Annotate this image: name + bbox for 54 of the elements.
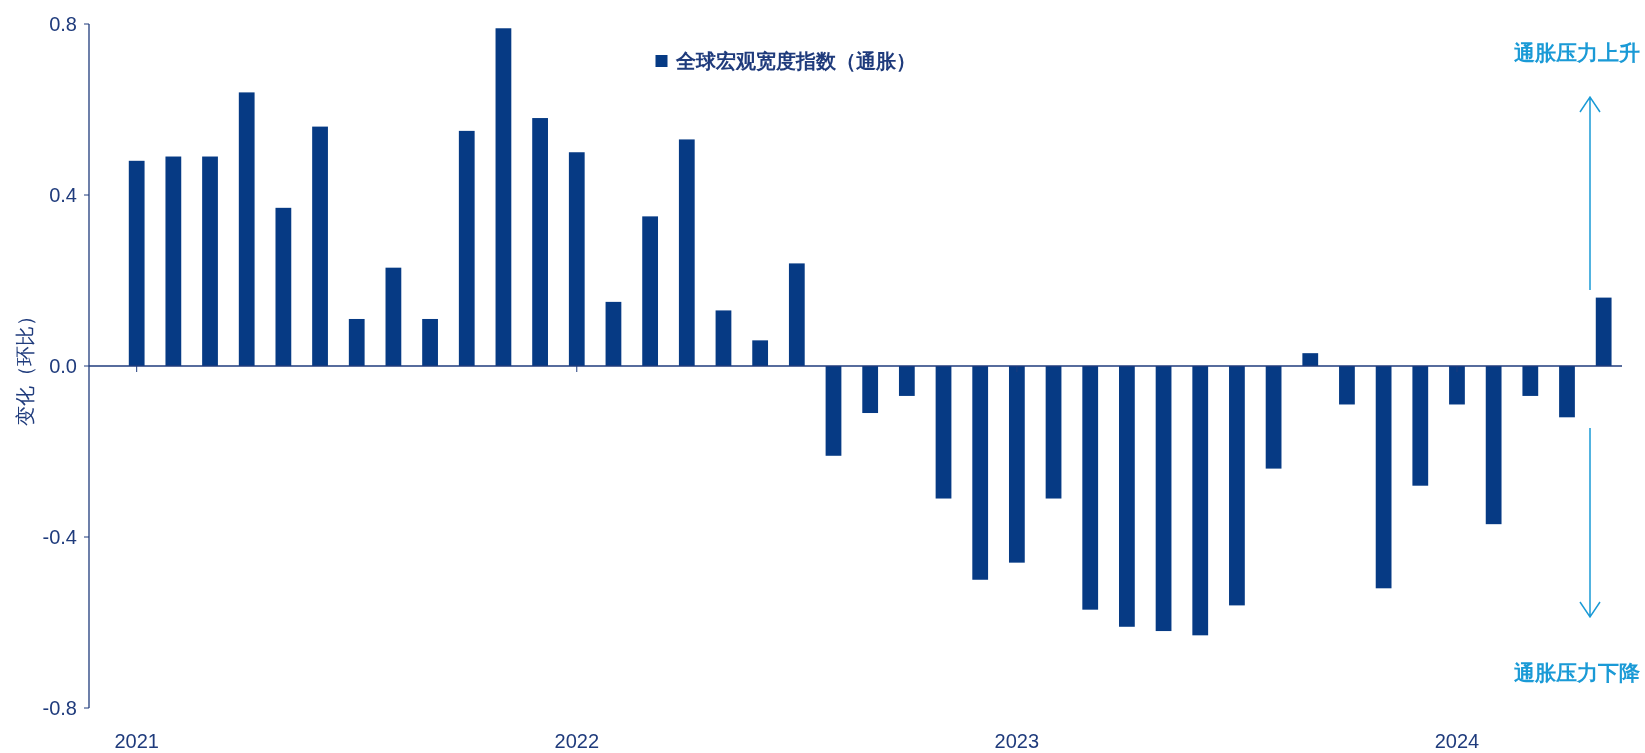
bar [1449,366,1465,405]
bar [715,310,732,366]
bar [1595,297,1612,366]
bar [495,28,512,366]
x-tick-label: 2021 [114,730,159,752]
bar [1082,366,1099,610]
y-tick-label: 0.8 [49,13,77,35]
bar [788,263,805,366]
annotation: 通胀压力上升 [1513,41,1640,64]
bar [1119,366,1135,627]
bar [1302,353,1319,366]
x-tick-label: 2022 [554,730,600,752]
bar [238,92,255,366]
bar [128,160,145,366]
bar [348,318,365,366]
bar [1412,366,1429,486]
bar [1485,366,1502,525]
bar [1265,366,1282,469]
y-axis-title: 变化（环比） [14,306,36,426]
bar [752,340,769,366]
bar [1522,366,1539,396]
bar [642,216,659,366]
legend-label: 全球宏观宽度指数（通胀） [674,50,916,72]
bar [275,207,292,366]
bar [862,366,879,414]
bar [312,126,328,366]
y-tick-label: 0.4 [49,184,77,206]
bar [1045,366,1062,499]
y-tick-label: 0.0 [49,355,77,377]
bar [568,152,585,366]
x-tick-label: 2023 [994,730,1040,752]
bar [458,130,475,366]
bar [935,366,952,499]
bar [825,366,842,456]
bar [678,139,695,366]
y-tick-label: -0.4 [42,526,77,548]
bar [202,156,218,366]
bar [898,366,915,396]
bar [165,156,182,366]
bar [605,301,622,366]
bar [1339,366,1355,405]
bar [1375,366,1392,589]
y-tick-label: -0.8 [42,697,77,719]
bar [1155,366,1172,632]
x-tick-label: 2024 [1434,730,1480,752]
bar [972,366,989,580]
bar [1229,366,1245,606]
bar [385,267,402,366]
bar [422,318,438,366]
bar [532,118,548,366]
bar [1008,366,1025,563]
bar [1192,366,1209,636]
annotation: 通胀压力下降 [1513,661,1641,684]
bar [1559,366,1575,418]
